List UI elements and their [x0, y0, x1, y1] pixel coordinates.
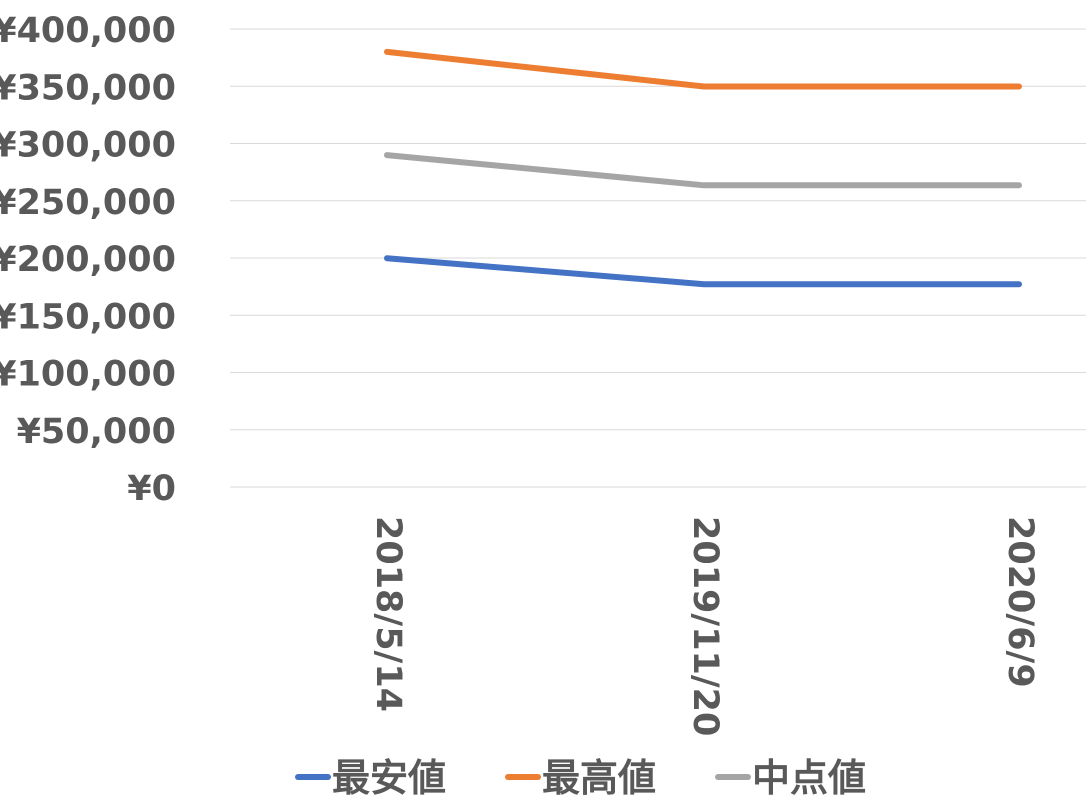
series-line-1 — [384, 48, 1022, 90]
y-axis-tick-labels: ¥0 ¥50,000 ¥100,000 ¥150,000 ¥200,000 ¥250,00… — [0, 11, 176, 509]
legend-label: 中点値 — [752, 756, 866, 800]
series-lines — [384, 48, 1022, 288]
series-line-2 — [384, 152, 1022, 189]
gridlines — [230, 28, 1086, 488]
y-tick-label: ¥0 — [127, 469, 176, 509]
series-line-0 — [384, 255, 1022, 288]
y-tick-label: ¥350,000 — [0, 68, 176, 108]
legend-item: 最安値 — [295, 756, 446, 800]
y-tick-label: ¥200,000 — [0, 240, 176, 280]
y-tick-label: ¥300,000 — [0, 126, 176, 166]
x-tick-label: 2019/11/20 — [685, 516, 725, 736]
legend: 最安値 最高値 中点値 — [295, 756, 866, 800]
y-tick-label: ¥50,000 — [17, 412, 176, 452]
y-tick-label: ¥150,000 — [0, 297, 176, 337]
y-tick-label: ¥100,000 — [0, 355, 176, 395]
legend-label: 最高値 — [542, 756, 656, 800]
legend-label: 最安値 — [332, 756, 446, 800]
x-axis-tick-labels: 2018/5/14 2019/11/20 2020/6/9 — [368, 516, 1040, 736]
legend-item: 最高値 — [505, 756, 656, 800]
y-tick-label: ¥400,000 — [0, 11, 176, 51]
x-tick-label: 2018/5/14 — [368, 516, 408, 712]
x-tick-label: 2020/6/9 — [1000, 516, 1040, 688]
legend-item: 中点値 — [715, 756, 866, 800]
y-tick-label: ¥250,000 — [0, 183, 176, 223]
